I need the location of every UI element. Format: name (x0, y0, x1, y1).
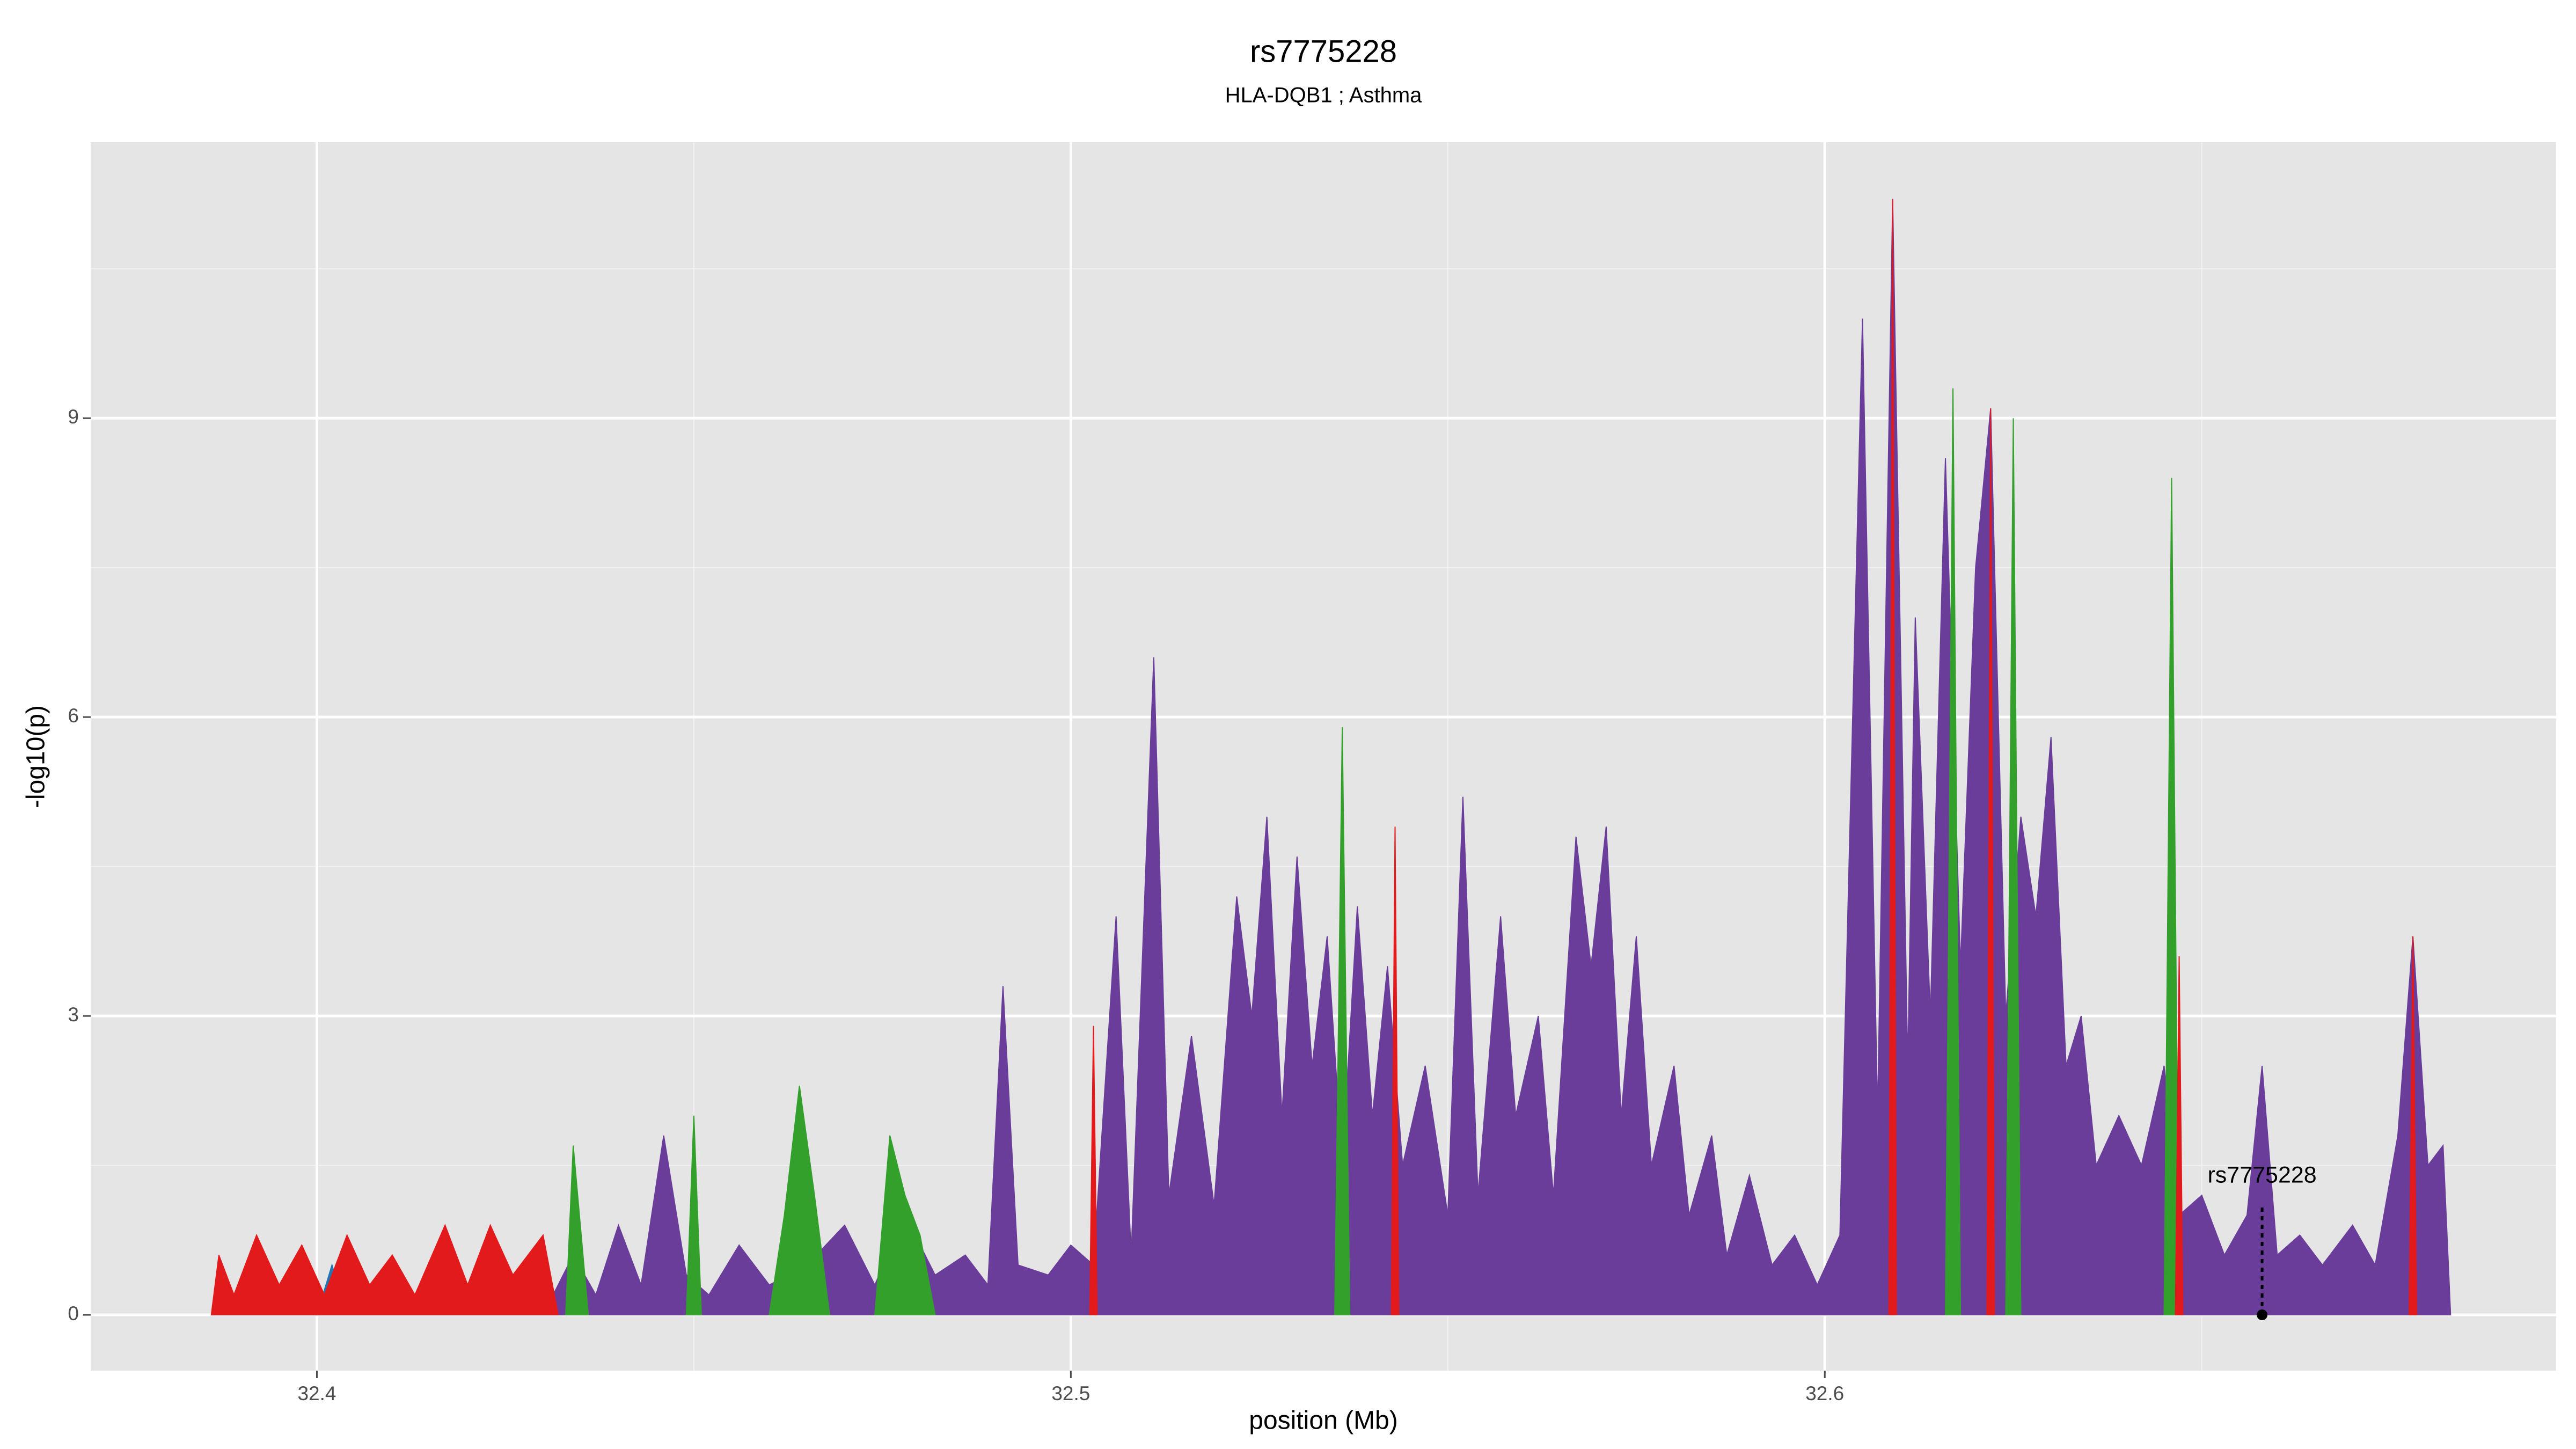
x-tick-label: 32.6 (1805, 1382, 1844, 1404)
x-axis-label: position (Mb) (1249, 1407, 1397, 1435)
chart-subtitle: HLA-DQB1 ; Asthma (1225, 84, 1423, 107)
area (542, 199, 2451, 1316)
x-tick-label: 32.4 (297, 1382, 336, 1404)
area (210, 199, 2418, 1316)
annotation-label: rs7775228 (2207, 1162, 2316, 1188)
y-tick-label: 3 (68, 1004, 79, 1026)
annotation-point (2257, 1309, 2268, 1321)
chart-title: rs7775228 (1250, 34, 1397, 69)
y-tick-label: 9 (68, 406, 79, 428)
y-tick-label: 0 (68, 1302, 79, 1324)
area (565, 388, 2180, 1316)
y-tick-label: 6 (68, 705, 79, 727)
x-tick-label: 32.5 (1051, 1382, 1090, 1404)
y-axis-label: -log10(p) (22, 705, 50, 808)
